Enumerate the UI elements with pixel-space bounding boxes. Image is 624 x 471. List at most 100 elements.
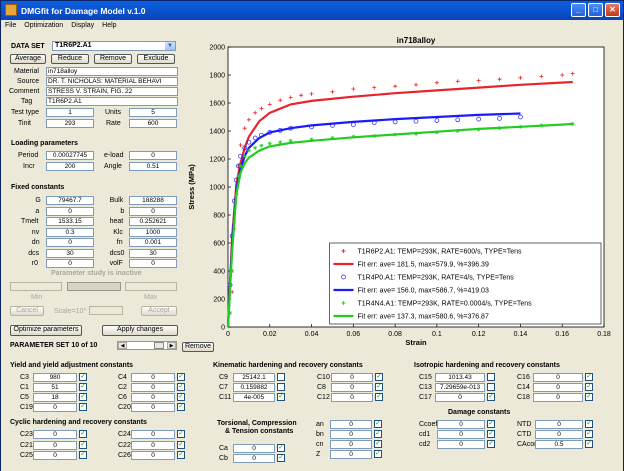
optimize-parameters-button[interactable]: Optimize parameters <box>10 325 82 336</box>
isotropic-checkbox-c16[interactable]: ✓ <box>585 373 593 381</box>
menu-optimization[interactable]: Optimization <box>24 22 64 29</box>
yield-checkbox-c2[interactable]: ✓ <box>177 383 185 391</box>
damage-checkbox-cacon[interactable]: ✓ <box>585 440 593 448</box>
kinematic-checkbox-c7[interactable] <box>277 383 285 391</box>
kinematic-field-c10[interactable]: 0 <box>331 373 373 382</box>
eload-field[interactable]: 0 <box>129 151 177 160</box>
isotropic-field-c16[interactable]: 0 <box>533 373 583 382</box>
fixed-field-tmelt[interactable]: 1533.15 <box>46 217 94 226</box>
yield-field-c5[interactable]: 18 <box>33 393 77 402</box>
torsional-checkbox-z[interactable]: ✓ <box>374 450 382 458</box>
cyclic-checkbox-c26[interactable]: ✓ <box>177 451 185 459</box>
isotropic-checkbox-c13[interactable] <box>487 383 495 391</box>
damage-field-ntd[interactable]: 0 <box>535 420 583 429</box>
slider-right-arrow-icon[interactable]: ▶ <box>167 342 176 349</box>
torsional-checkbox-bn[interactable]: ✓ <box>374 430 382 438</box>
yield-field-c20[interactable]: 0 <box>131 403 175 412</box>
units-field[interactable]: 5 <box>129 108 177 117</box>
damage-field-ctd[interactable]: 0 <box>535 430 583 439</box>
yield-field-c1[interactable]: 51 <box>33 383 77 392</box>
yield-checkbox-c5[interactable]: ✓ <box>79 393 87 401</box>
menu-display[interactable]: Display <box>71 22 95 29</box>
cyclic-checkbox-c23[interactable]: ✓ <box>79 430 87 438</box>
torsional-checkbox-an[interactable]: ✓ <box>374 420 382 428</box>
torsional-field-ca[interactable]: 0 <box>233 444 275 453</box>
isotropic-checkbox-c17[interactable]: ✓ <box>487 393 495 401</box>
damage-field-cd2[interactable]: 0 <box>437 440 485 449</box>
menu-file[interactable]: File <box>5 22 17 29</box>
cyclic-field-c22[interactable]: 0 <box>131 440 175 450</box>
torsional-checkbox-ca[interactable]: ✓ <box>277 444 285 452</box>
damage-checkbox-ccoef[interactable]: ✓ <box>487 420 495 428</box>
parameter-set-slider[interactable]: ◀ ▶ <box>117 341 177 350</box>
yield-field-c3[interactable]: 980 <box>33 373 77 382</box>
cyclic-field-c21[interactable]: 0 <box>33 440 77 450</box>
fixed-field-bulk[interactable]: 188288 <box>129 196 177 205</box>
material-field[interactable]: in718alloy <box>46 67 178 76</box>
cyclic-checkbox-c22[interactable]: ✓ <box>177 440 185 449</box>
fixed-field-b[interactable]: 0 <box>129 206 177 216</box>
fixed-field-dcs0[interactable]: 30 <box>129 248 177 258</box>
kinematic-checkbox-c8[interactable]: ✓ <box>375 383 383 391</box>
yield-checkbox-c1[interactable]: ✓ <box>79 383 87 391</box>
incr-field[interactable]: 200 <box>46 162 94 171</box>
kinematic-checkbox-c12[interactable]: ✓ <box>375 393 383 401</box>
isotropic-field-c17[interactable]: 0 <box>435 393 485 402</box>
kinematic-checkbox-c10[interactable]: ✓ <box>375 373 383 381</box>
isotropic-field-c13[interactable]: 7.29659e-013 <box>435 383 485 392</box>
fixed-field-volf[interactable]: 0 <box>129 259 177 268</box>
cyclic-field-c24[interactable]: 0 <box>131 430 175 439</box>
isotropic-checkbox-c15[interactable] <box>487 373 495 381</box>
source-field[interactable]: DR. T. NICHOLAS: MATERIAL BEHAVI <box>46 77 178 86</box>
yield-checkbox-c4[interactable]: ✓ <box>177 373 185 381</box>
tag-field[interactable]: T1R6P2.A1 <box>46 97 178 106</box>
average-button[interactable]: Average <box>10 54 46 64</box>
isotropic-field-c18[interactable]: 0 <box>533 393 583 402</box>
apply-changes-button[interactable]: Apply changes <box>102 325 178 336</box>
close-button[interactable]: ✕ <box>605 3 620 17</box>
fixed-field-fn[interactable]: 0.001 <box>129 238 177 247</box>
torsional-field-cn[interactable]: 0 <box>330 440 372 449</box>
minimize-button[interactable]: _ <box>571 3 586 17</box>
damage-field-cacon[interactable]: 0.5 <box>535 440 583 449</box>
yield-field-c19[interactable]: 0 <box>33 403 77 412</box>
damage-field-ccoef[interactable]: 0 <box>437 420 485 429</box>
kinematic-field-c11[interactable]: 4e-005 <box>233 393 275 402</box>
menu-help[interactable]: Help <box>102 22 117 29</box>
damage-checkbox-ntd[interactable]: ✓ <box>585 420 593 428</box>
isotropic-checkbox-c14[interactable]: ✓ <box>585 383 593 391</box>
maximize-button[interactable]: □ <box>588 3 603 17</box>
kinematic-field-c8[interactable]: 0 <box>331 383 373 392</box>
cyclic-field-c25[interactable]: 0 <box>33 451 77 460</box>
dataset-select[interactable]: T1R6P2.A1 ▼ <box>52 41 176 51</box>
kinematic-checkbox-c9[interactable] <box>277 373 285 381</box>
period-field[interactable]: 0.00027745 <box>46 151 94 160</box>
slider-left-arrow-icon[interactable]: ◀ <box>118 342 127 349</box>
fixed-field-dn[interactable]: 0 <box>46 238 94 247</box>
yield-field-c6[interactable]: 0 <box>131 393 175 402</box>
yield-field-c4[interactable]: 0 <box>131 373 175 382</box>
damage-field-cd1[interactable]: 0 <box>437 430 485 439</box>
angle-field[interactable]: 0.51 <box>129 162 177 171</box>
yield-checkbox-c19[interactable]: ✓ <box>79 403 87 411</box>
damage-checkbox-cd2[interactable]: ✓ <box>487 440 495 448</box>
comment-field[interactable]: STRESS V. STRAIN, FIG. 22 <box>46 87 178 96</box>
fixed-field-r0[interactable]: 0 <box>46 259 94 268</box>
exclude-button[interactable]: Exclude <box>137 54 175 64</box>
slider-thumb[interactable] <box>154 342 164 349</box>
testtype-field[interactable]: 1 <box>46 108 94 117</box>
yield-field-c2[interactable]: 0 <box>131 383 175 392</box>
cyclic-checkbox-c25[interactable]: ✓ <box>79 451 87 459</box>
fixed-field-nv[interactable]: 0.3 <box>46 227 94 237</box>
torsional-field-an[interactable]: 0 <box>330 420 372 429</box>
remove-paramset-button[interactable]: Remove <box>182 342 214 352</box>
torsional-field-z[interactable]: 0 <box>330 450 372 459</box>
fixed-field-a[interactable]: 0 <box>46 206 94 216</box>
yield-checkbox-c20[interactable]: ✓ <box>177 403 185 411</box>
damage-checkbox-cd1[interactable]: ✓ <box>487 430 495 438</box>
torsional-field-bn[interactable]: 0 <box>330 430 372 439</box>
rate-field[interactable]: 600 <box>129 119 177 128</box>
cyclic-checkbox-c21[interactable]: ✓ <box>79 440 87 449</box>
fixed-field-heat[interactable]: 0.252621 <box>129 217 177 226</box>
torsional-checkbox-cn[interactable]: ✓ <box>374 440 382 448</box>
